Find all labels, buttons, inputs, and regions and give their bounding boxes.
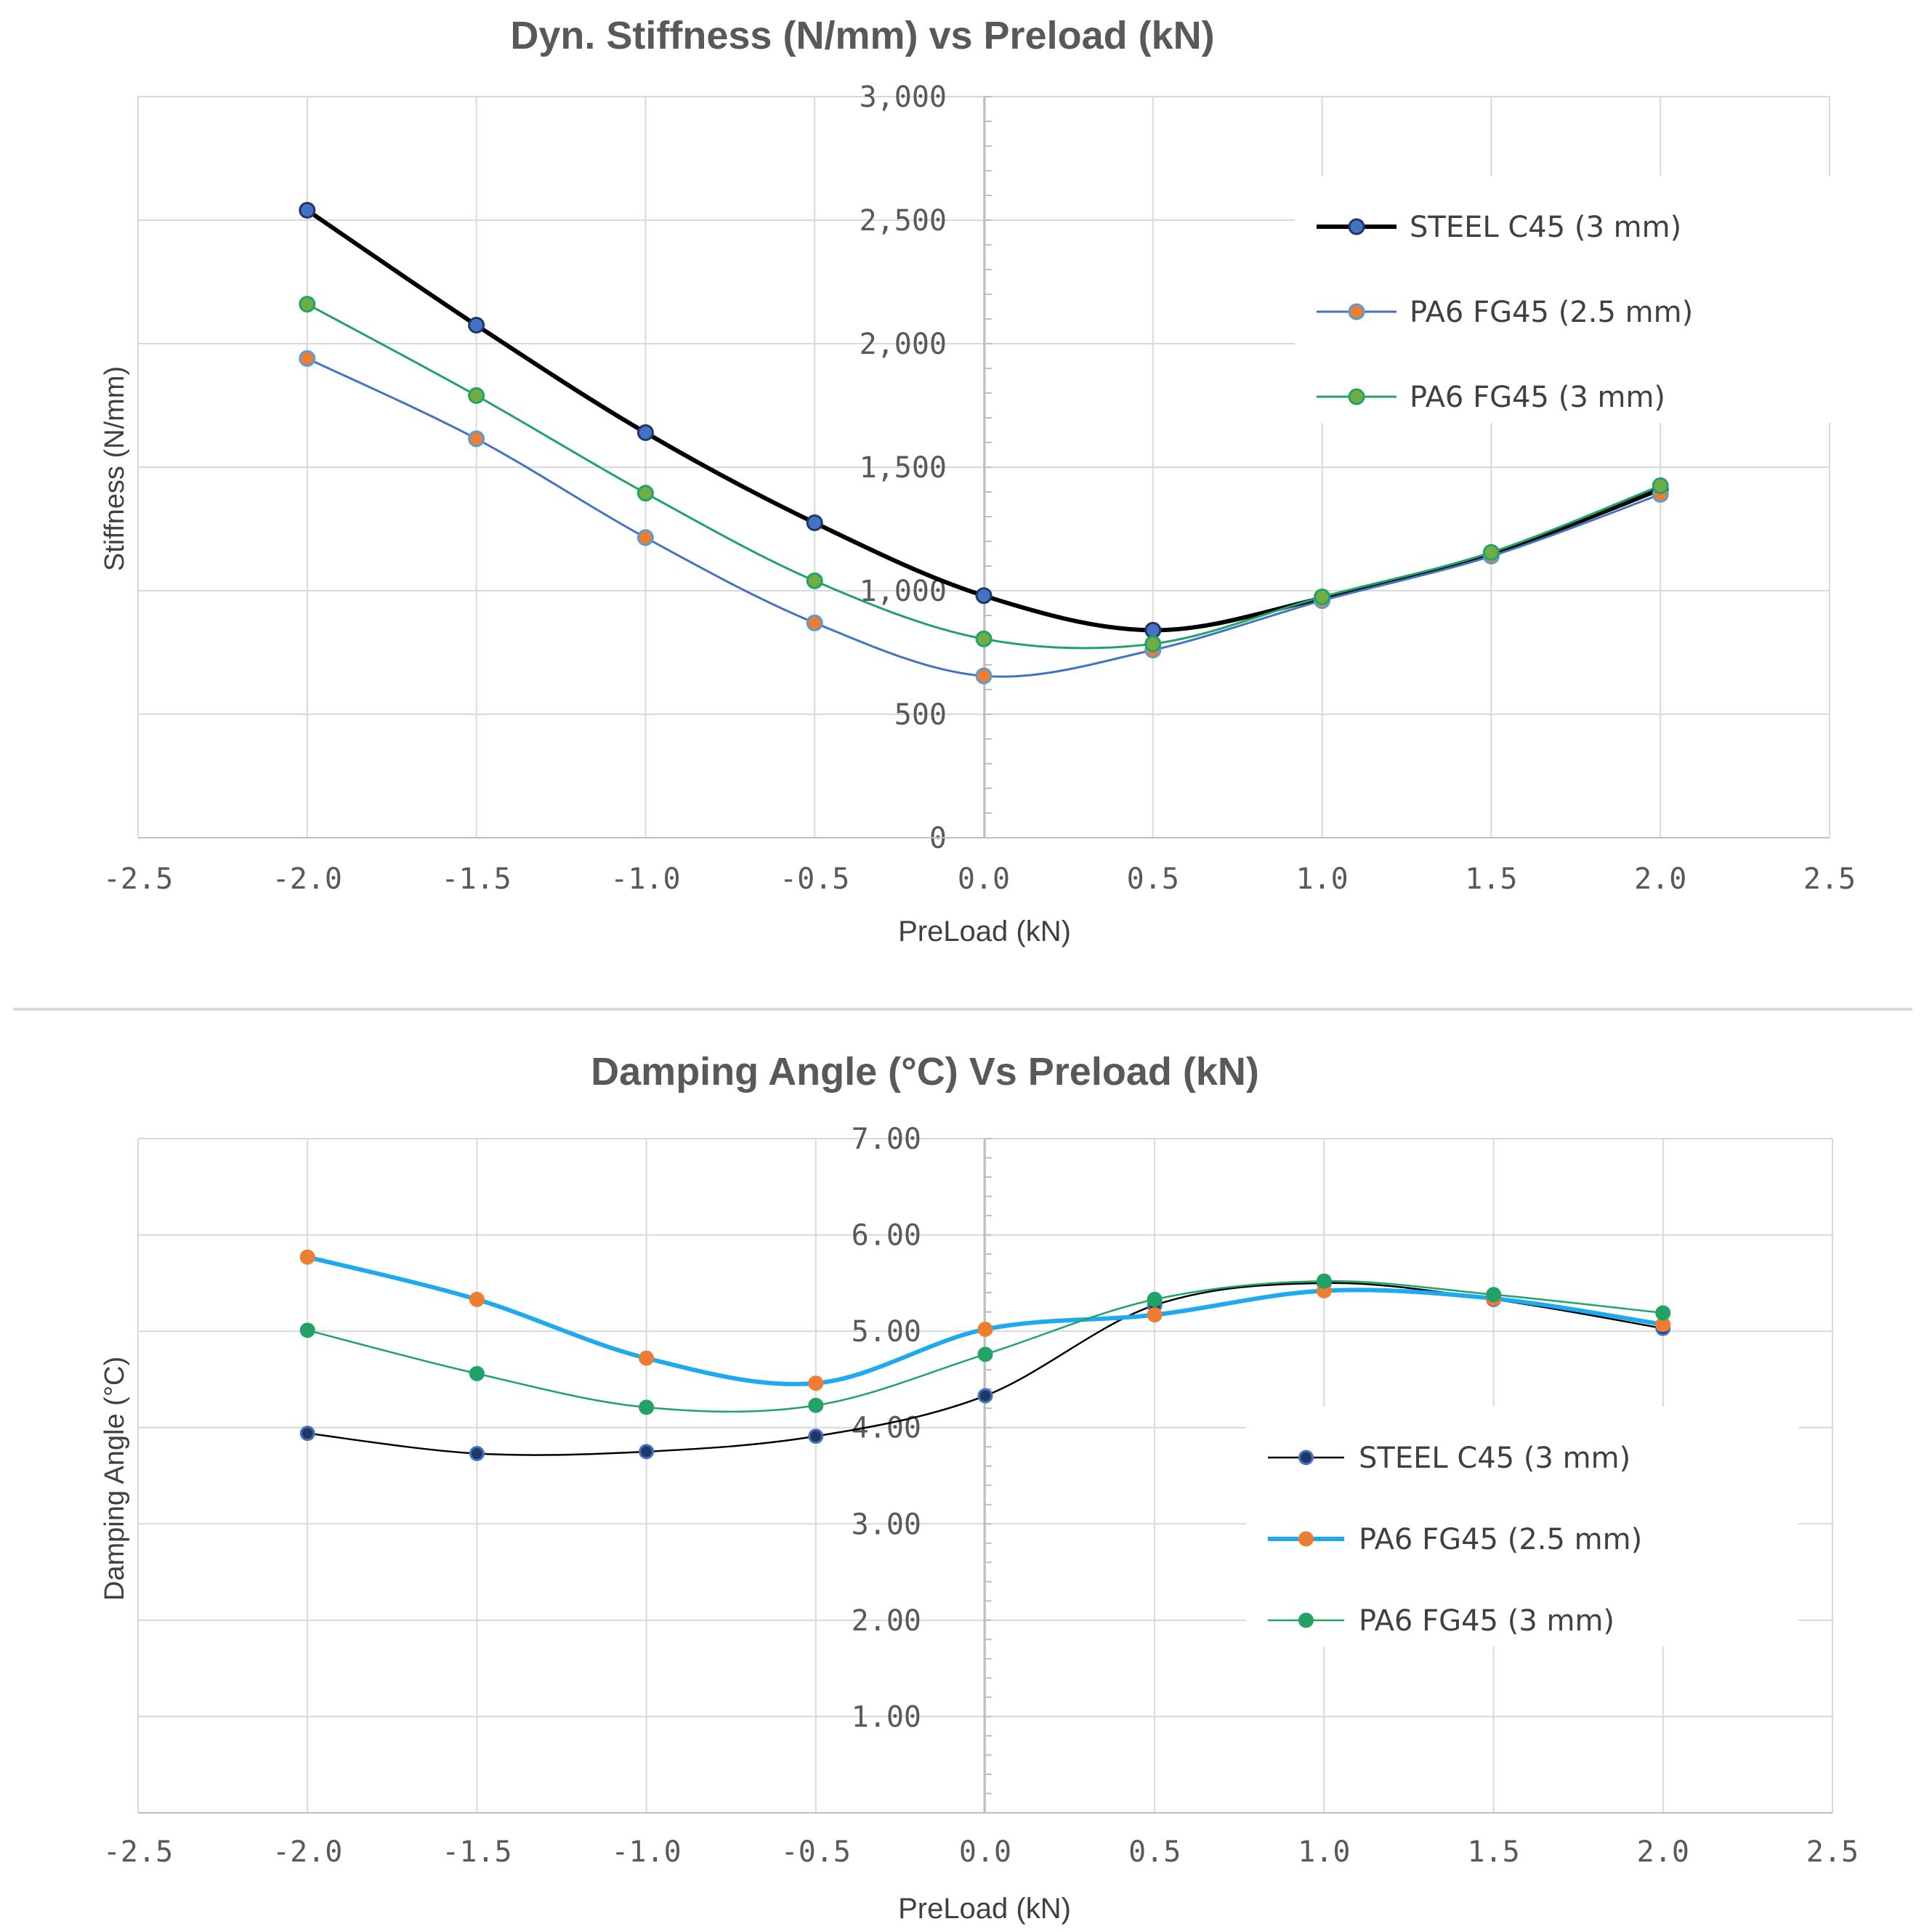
x-tick-label: -0.5 <box>780 862 849 896</box>
data-point <box>468 430 485 448</box>
stiffness-chart: Dyn. Stiffness (N/mm) vs Preload (kN) Pr… <box>100 14 1856 947</box>
x-tick-label: 0.5 <box>1128 1835 1181 1869</box>
data-point <box>469 1365 485 1381</box>
x-tick-label: 2.0 <box>1634 862 1686 896</box>
y-tick-label: 500 <box>894 698 947 732</box>
legend-label: PA6 FG45 (3 mm) <box>1359 1604 1614 1638</box>
y-tick-label: 1,000 <box>860 575 947 608</box>
data-point <box>808 1428 824 1444</box>
data-point <box>975 587 993 605</box>
data-point <box>1314 589 1331 605</box>
x-tick-label: 1.0 <box>1298 1835 1350 1869</box>
legend-swatch-marker <box>1298 1531 1314 1547</box>
y-tick-label: 6.00 <box>852 1219 921 1253</box>
data-point <box>468 387 485 404</box>
chart-title: Damping Angle (°C) Vs Preload (kN) <box>591 1050 1259 1094</box>
x-tick-label: -2.0 <box>272 862 342 896</box>
chart-title: Dyn. Stiffness (N/mm) vs Preload (kN) <box>510 14 1214 57</box>
data-point <box>808 1397 824 1413</box>
legend-swatch-marker <box>1348 218 1365 235</box>
x-tick-label: 2.5 <box>1803 862 1856 896</box>
data-point <box>468 317 485 334</box>
data-point <box>1147 1307 1163 1323</box>
data-point <box>1147 1291 1163 1307</box>
y-tick-label: 2,000 <box>860 328 947 361</box>
x-tick-label: -2.0 <box>272 1835 342 1869</box>
legend-swatch-marker <box>1348 303 1365 320</box>
data-point <box>975 667 993 684</box>
x-tick-label: 0.0 <box>958 862 1010 896</box>
y-tick-label: 5.00 <box>852 1315 921 1349</box>
x-axis-title: PreLoad (kN) <box>898 1893 1071 1925</box>
damping-chart: Damping Angle (°C) Vs Preload (kN) PreLo… <box>100 1050 1859 1925</box>
x-tick-label: -1.0 <box>610 862 680 896</box>
legend-background <box>1246 1407 1798 1646</box>
data-point <box>469 1291 485 1307</box>
legend: STEEL C45 (3 mm) PA6 FG45 (2.5 mm) PA6 FG4… <box>1295 176 1847 423</box>
data-point <box>1652 477 1669 494</box>
y-tick-label: 2,500 <box>860 204 947 238</box>
data-point <box>1486 1287 1502 1303</box>
x-tick-label: -1.5 <box>441 862 511 896</box>
data-point <box>639 1399 655 1415</box>
y-tick-label: 1.00 <box>852 1700 921 1734</box>
legend-label: PA6 FG45 (3 mm) <box>1410 381 1665 414</box>
data-point <box>469 1446 485 1462</box>
y-tick-label: 7.00 <box>852 1123 921 1156</box>
data-point <box>1655 1305 1671 1321</box>
data-point <box>636 485 654 502</box>
data-point <box>299 1322 315 1338</box>
y-tick-label: 3,000 <box>860 81 947 114</box>
x-tick-label: 0.0 <box>959 1835 1011 1869</box>
legend-label: PA6 FG45 (2.5 mm) <box>1410 296 1693 329</box>
legend-swatch-marker <box>1348 388 1365 405</box>
y-tick-label: 3.00 <box>852 1508 921 1541</box>
y-tick-label: 1,500 <box>860 451 947 485</box>
legend-swatch-marker <box>1298 1450 1314 1466</box>
x-tick-label: -2.5 <box>103 862 173 896</box>
y-axis-title: Stiffness (N/mm) <box>100 366 130 571</box>
data-point <box>977 1346 993 1362</box>
x-tick-label: 2.0 <box>1637 1835 1689 1869</box>
data-point <box>299 296 316 313</box>
y-axis-title: Damping Angle (°C) <box>100 1357 130 1601</box>
legend-label: STEEL C45 (3 mm) <box>1410 211 1681 244</box>
data-point <box>299 1249 315 1265</box>
data-point <box>636 529 654 546</box>
x-tick-label: -0.5 <box>781 1835 851 1869</box>
x-tick-label: 1.5 <box>1467 1835 1519 1869</box>
legend-label: STEEL C45 (3 mm) <box>1359 1442 1630 1475</box>
legend-background <box>1295 176 1847 423</box>
data-point <box>639 1444 655 1460</box>
x-tick-label: -1.0 <box>611 1835 681 1869</box>
data-point <box>1316 1273 1332 1289</box>
legend: STEEL C45 (3 mm) PA6 FG45 (2.5 mm) PA6 FG4… <box>1246 1407 1798 1646</box>
data-point <box>299 1426 315 1442</box>
data-point <box>975 630 993 647</box>
data-point <box>299 349 316 367</box>
data-point <box>808 1375 824 1391</box>
data-point <box>1144 621 1162 639</box>
data-point <box>636 424 654 441</box>
x-tick-label: 1.0 <box>1296 862 1348 896</box>
data-point <box>977 1388 993 1404</box>
legend-swatch-marker <box>1298 1612 1314 1628</box>
legend-label: PA6 FG45 (2.5 mm) <box>1359 1523 1642 1556</box>
data-point <box>806 572 823 589</box>
data-point <box>299 201 316 219</box>
y-tick-label: 2.00 <box>852 1604 921 1638</box>
data-point <box>1482 543 1500 561</box>
data-point <box>806 514 823 531</box>
x-tick-label: 2.5 <box>1806 1835 1859 1869</box>
data-point <box>806 614 823 631</box>
x-axis-title: PreLoad (kN) <box>898 916 1071 947</box>
x-tick-label: -1.5 <box>442 1835 512 1869</box>
x-tick-label: -2.5 <box>103 1835 173 1869</box>
x-tick-label: 1.5 <box>1465 862 1517 896</box>
data-point <box>639 1350 655 1366</box>
data-point <box>977 1321 993 1337</box>
x-tick-label: 0.5 <box>1127 862 1179 896</box>
data-point <box>1144 635 1162 652</box>
